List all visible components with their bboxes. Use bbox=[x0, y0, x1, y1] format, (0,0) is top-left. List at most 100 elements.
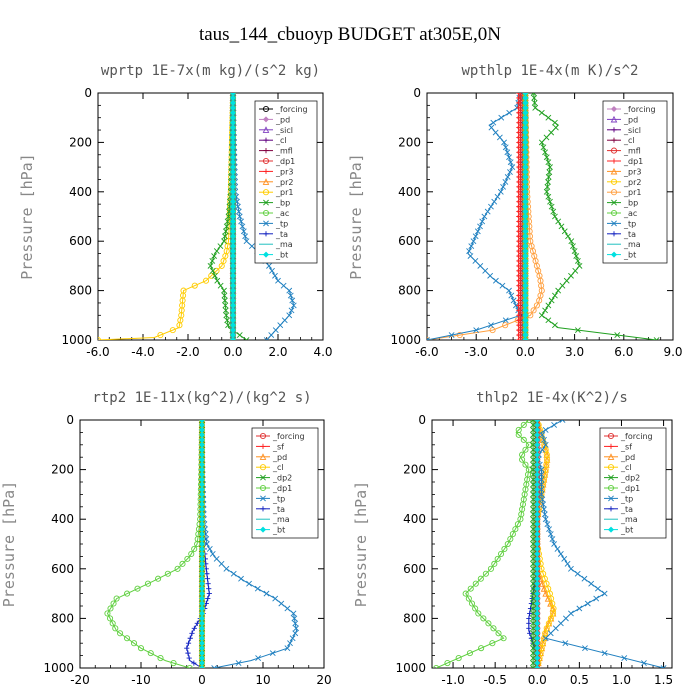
plot-area bbox=[104, 420, 300, 668]
legend-label-dp2: _dp2 bbox=[620, 474, 640, 483]
data-point-profile bbox=[217, 282, 224, 289]
x-tick-label: -4.0 bbox=[131, 345, 154, 359]
y-tick-label: 400 bbox=[51, 512, 74, 526]
data-point-profile bbox=[280, 282, 287, 289]
data-point-bp bbox=[576, 262, 583, 269]
data-point-tp bbox=[427, 337, 430, 340]
data-point-tp bbox=[230, 337, 236, 340]
data-point-bp bbox=[545, 317, 552, 324]
data-point-dp2 bbox=[530, 645, 536, 652]
data-point-dp2 bbox=[530, 446, 536, 453]
legend-marker-dp1 bbox=[262, 157, 270, 165]
data-point-dp1 bbox=[525, 420, 532, 424]
data-point-tp bbox=[561, 555, 568, 562]
data-point-profile bbox=[268, 332, 275, 338]
data-point-bp bbox=[538, 109, 545, 116]
data-point-bp bbox=[548, 297, 555, 304]
legend-marker-ta bbox=[608, 506, 614, 512]
data-point-tp bbox=[502, 317, 509, 324]
data-point-bp bbox=[559, 282, 566, 289]
legend-marker-pr1 bbox=[262, 189, 270, 196]
data-point-profile bbox=[207, 262, 214, 269]
data-point-dp2 bbox=[530, 451, 536, 458]
data-point-tp bbox=[467, 253, 474, 259]
x-tick-label: -2.0 bbox=[176, 345, 199, 359]
x-tick-label: 0 bbox=[198, 673, 206, 687]
data-point-tp bbox=[211, 665, 218, 668]
y-tick-label: 400 bbox=[403, 512, 426, 526]
data-point-dp1 bbox=[516, 120, 522, 126]
series-profile bbox=[98, 93, 237, 340]
data-point-dp2 bbox=[530, 570, 536, 577]
chart-panel-2: wpthlp 1E-4x(m K)/s^2 Pressure [hPa] -6.0 -… bbox=[347, 63, 683, 359]
data-point-cl bbox=[545, 620, 552, 627]
data-point-dp2 bbox=[530, 630, 536, 637]
data-point-profile bbox=[222, 302, 229, 309]
data-point-tp bbox=[230, 570, 237, 577]
x-tick-label: 10 bbox=[255, 673, 270, 687]
series-bp bbox=[530, 93, 660, 340]
data-point-dp1 bbox=[516, 218, 522, 225]
data-point-ta bbox=[529, 595, 535, 602]
series-line-profile bbox=[98, 93, 234, 340]
data-point-tp bbox=[576, 605, 583, 612]
data-point-bp bbox=[531, 99, 538, 106]
data-point-dp1 bbox=[495, 630, 502, 637]
data-point-ta bbox=[191, 625, 197, 631]
data-point-profile bbox=[191, 282, 198, 289]
data-point-dp1 bbox=[516, 93, 522, 96]
data-point-tp bbox=[492, 277, 499, 284]
data-point-tp bbox=[539, 446, 546, 453]
data-point-dp1 bbox=[516, 164, 522, 170]
data-point-dp2 bbox=[530, 461, 536, 468]
data-point-dp1 bbox=[522, 461, 529, 468]
legend-label-tp: _tp bbox=[272, 494, 285, 503]
data-point-dp2 bbox=[530, 555, 536, 562]
data-point-dp2 bbox=[530, 660, 536, 666]
legend-marker-dp2 bbox=[608, 474, 614, 481]
data-point-dp1 bbox=[512, 526, 519, 533]
data-point-tp bbox=[601, 590, 608, 597]
data-point-profile bbox=[221, 287, 227, 294]
series-dp2 bbox=[530, 420, 536, 668]
data-point-tp bbox=[223, 565, 230, 572]
data-point-tp bbox=[481, 213, 488, 220]
data-point-tp bbox=[292, 630, 299, 637]
data-point-bp bbox=[545, 159, 552, 166]
data-point-dp1 bbox=[509, 531, 516, 538]
data-point-tp bbox=[562, 615, 569, 622]
data-point-dp1 bbox=[516, 258, 522, 264]
data-point-dp2 bbox=[530, 665, 536, 668]
data-point-tp bbox=[541, 436, 547, 443]
data-point-profile bbox=[217, 243, 224, 250]
legend-marker-pd bbox=[610, 115, 618, 123]
data-point-tp bbox=[490, 119, 497, 126]
legend-marker-tp bbox=[263, 220, 269, 227]
legend-label-pr1: _pr1 bbox=[623, 188, 641, 197]
data-point-tp bbox=[497, 188, 504, 195]
data-point-ta bbox=[527, 610, 533, 617]
data-point-tp bbox=[488, 124, 495, 131]
data-point-dp1 bbox=[500, 635, 507, 642]
data-point-tp bbox=[468, 243, 475, 250]
y-tick-label: 0 bbox=[66, 413, 74, 427]
data-point-ta bbox=[204, 571, 210, 577]
data-point-ta bbox=[527, 630, 533, 636]
data-point-dp1 bbox=[465, 595, 472, 602]
data-point-dp2 bbox=[530, 511, 536, 518]
data-point-dp1 bbox=[477, 575, 484, 582]
legend-marker-ta bbox=[260, 506, 266, 512]
data-point-pr1 bbox=[530, 307, 537, 314]
data-point-bp bbox=[555, 218, 562, 225]
legend-label-ac: _ac bbox=[275, 209, 289, 218]
data-point-profile bbox=[288, 307, 295, 314]
legend-label-dp1: _dp1 bbox=[275, 157, 295, 166]
data-point-tp bbox=[574, 570, 581, 577]
data-point-profile bbox=[98, 336, 102, 340]
data-point-profile bbox=[213, 267, 220, 274]
data-point-bp bbox=[571, 248, 578, 254]
data-point-dp1 bbox=[516, 223, 522, 229]
data-point-cl bbox=[550, 610, 557, 617]
y-tick-label: 600 bbox=[51, 562, 74, 576]
series-bt bbox=[198, 420, 206, 668]
